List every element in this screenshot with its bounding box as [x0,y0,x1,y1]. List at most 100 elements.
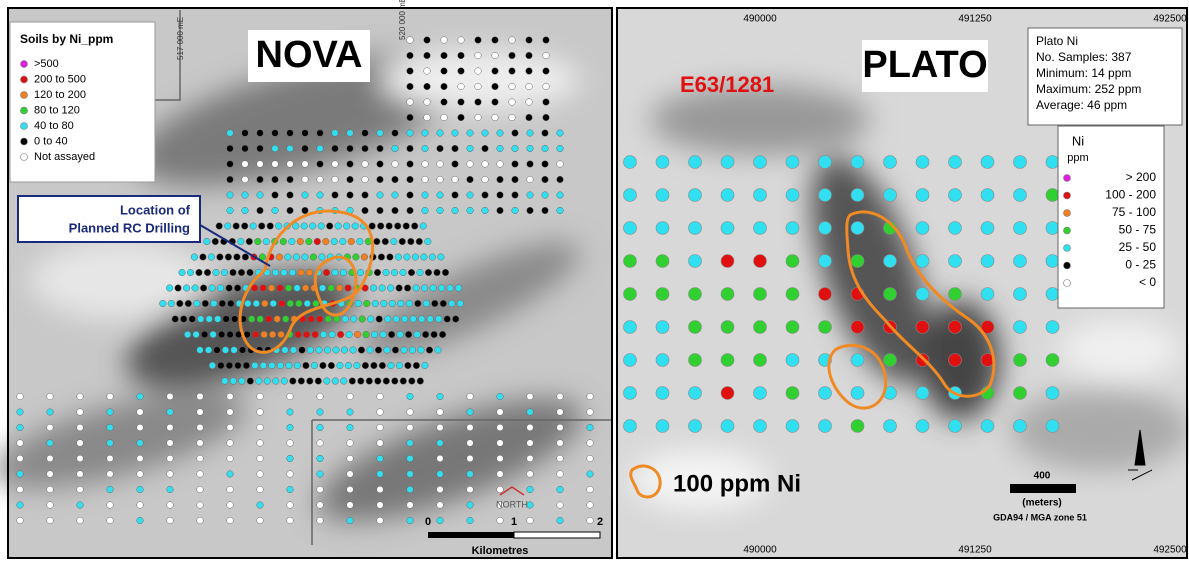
sample-dot [167,455,174,462]
sample-dot [137,517,144,524]
sample-dot [302,207,309,214]
sample-dot [981,189,994,202]
sample-dot [527,486,534,493]
sample-dot [1046,387,1059,400]
scale-label: 2 [597,516,603,528]
sample-dot [527,517,534,524]
sample-dot [242,254,249,261]
sample-dot [786,420,799,433]
sample-dot [526,99,533,106]
sample-dot [435,347,442,354]
sample-dot [391,238,398,245]
sample-dot [316,347,323,354]
sample-dot [543,114,550,121]
sample-dot [689,354,702,367]
sample-dot [543,68,550,75]
sample-dot [884,156,897,169]
sample-dot [325,316,332,323]
sample-dot [377,502,384,509]
sample-dot [320,362,327,369]
sample-dot [377,393,384,400]
sample-dot [557,130,564,137]
sample-dot [407,52,414,59]
sample-dot [242,130,249,137]
sample-dot [137,393,144,400]
sample-dot [194,300,201,307]
legend-swatch [21,107,28,114]
legend-title: Ni [1072,133,1084,148]
sample-dot [216,223,223,230]
sample-dot [542,207,549,214]
sample-dot [375,378,382,385]
sample-dot [358,378,365,385]
sample-dot [543,37,550,44]
sample-dot [916,156,929,169]
sample-dot [437,486,444,493]
sample-dot [482,176,489,183]
sample-dot [475,99,482,106]
sample-dot [347,145,354,152]
sample-dot [331,238,338,245]
sample-dot [396,285,403,292]
sample-dot [587,471,594,478]
sample-dot [388,331,395,338]
sample-dot [414,331,421,338]
sample-dot [467,145,474,152]
sample-dot [721,189,734,202]
sample-dot [204,269,211,276]
sample-dot [257,424,264,431]
sample-dot [819,321,832,334]
sample-dot [47,409,54,416]
sample-dot [542,176,549,183]
sample-dot [222,347,229,354]
scale-label: 400 [1034,471,1051,482]
sample-dot [557,393,564,400]
sample-dot [332,269,339,276]
sample-dot [656,288,669,301]
sample-dot [1046,255,1059,268]
sample-dot [276,254,283,261]
sample-dot [77,486,84,493]
sample-dot [367,316,374,323]
sample-dot [17,471,24,478]
sample-dot [317,424,324,431]
sample-dot [689,255,702,268]
sample-dot [197,393,204,400]
sample-dot [437,176,444,183]
sample-dot [362,176,369,183]
sample-dot [432,300,439,307]
sample-dot [884,255,897,268]
sample-dot [497,409,504,416]
sample-dot [372,300,379,307]
sample-dot [509,83,516,90]
sample-dot [587,424,594,431]
sample-dot [201,331,208,338]
sample-dot [557,409,564,416]
sample-dot [492,99,499,106]
sample-dot [689,288,702,301]
sample-dot [185,300,192,307]
sample-dot [526,52,533,59]
sample-dot [366,378,373,385]
sample-dot [981,420,994,433]
sample-dot [437,130,444,137]
sample-dot [449,300,456,307]
sample-dot [274,316,281,323]
sample-dot [721,255,734,268]
sample-dot [362,207,369,214]
sample-dot [401,347,408,354]
sample-dot [280,238,287,245]
sample-dot [497,393,504,400]
sample-dot [167,424,174,431]
legend-swatch [1064,262,1071,269]
sample-dot [437,440,444,447]
sample-dot [407,424,414,431]
sample-dot [227,486,234,493]
sample-dot [407,145,414,152]
sample-dot [257,145,264,152]
sample-dot [208,254,215,261]
sample-dot [430,285,437,292]
sample-dot [302,192,309,199]
sample-dot [1014,189,1027,202]
sample-dot [347,502,354,509]
